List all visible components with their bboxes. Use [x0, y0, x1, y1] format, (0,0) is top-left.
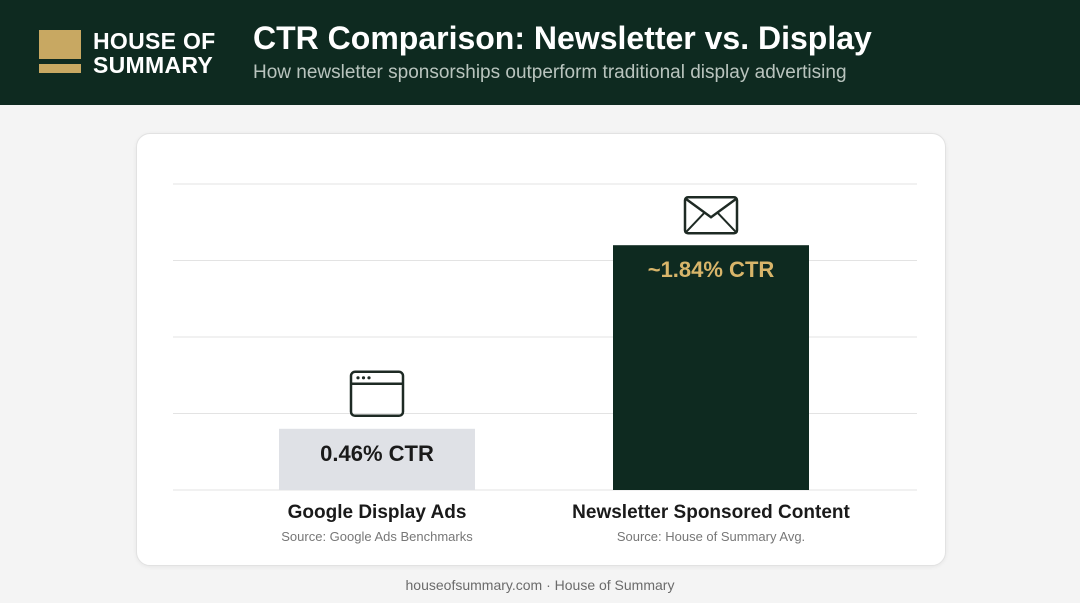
- data-label: ~1.84% CTR: [648, 257, 775, 282]
- header-banner: HOUSE OF SUMMARY CTR Comparison: Newslet…: [0, 0, 1080, 105]
- logo-text: HOUSE OF SUMMARY: [93, 29, 216, 77]
- logo-icon: [39, 30, 81, 73]
- bar-newsletter-sponsored: [613, 245, 809, 490]
- browser-window-icon: [349, 370, 405, 418]
- bar-chart: 0.46% CTR Google Display Ads Source: Googl…: [173, 183, 917, 544]
- page-title: CTR Comparison: Newsletter vs. Display: [253, 20, 872, 56]
- page-subtitle: How newsletter sponsorships outperform t…: [253, 62, 847, 83]
- bar-google-display-ads: [279, 428, 475, 490]
- data-label: 0.46% CTR: [320, 441, 434, 466]
- source-label: Source: House of Summary Avg.: [617, 529, 805, 544]
- envelope-icon: [683, 195, 739, 235]
- chart-card: 0.46% CTR Google Display Ads Source: Googl…: [136, 133, 946, 566]
- logo-line-1: HOUSE OF: [93, 28, 216, 54]
- source-label: Source: Google Ads Benchmarks: [281, 529, 473, 544]
- logo-line-2: SUMMARY: [93, 52, 214, 78]
- category-label: Newsletter Sponsored Content: [572, 502, 850, 523]
- footer-text: houseofsummary.com · House of Summary: [405, 577, 675, 593]
- category-label: Google Display Ads: [288, 502, 467, 523]
